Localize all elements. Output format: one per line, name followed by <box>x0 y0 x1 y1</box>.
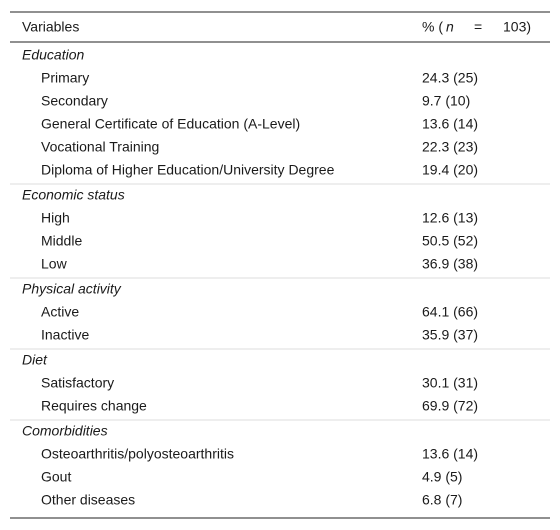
row-value: 13.6 (14) <box>422 446 478 462</box>
row-value: 50.5 (52) <box>422 233 478 249</box>
row-label: Osteoarthritis/polyosteoarthritis <box>41 446 234 462</box>
section-title: Education <box>22 47 84 63</box>
row-label: Middle <box>41 233 82 249</box>
row-value: 12.6 (13) <box>422 210 478 226</box>
row-label: Active <box>41 304 79 320</box>
row-value: 22.3 (23) <box>422 139 478 155</box>
row-value: 69.9 (72) <box>422 398 478 414</box>
row-value: 36.9 (38) <box>422 256 478 272</box>
row-value: 24.3 (25) <box>422 70 478 86</box>
row-label: Vocational Training <box>41 139 159 155</box>
section-title: Comorbidities <box>22 423 108 439</box>
row-value: 6.8 (7) <box>422 492 462 508</box>
row-label: Low <box>41 256 68 272</box>
row-value: 13.6 (14) <box>422 116 478 132</box>
row-label: Other diseases <box>41 492 135 508</box>
row-label: Requires change <box>41 398 147 414</box>
row-value: 64.1 (66) <box>422 304 478 320</box>
section-title: Economic status <box>22 187 125 203</box>
row-label: Secondary <box>41 93 108 109</box>
section-title: Diet <box>22 352 48 368</box>
row-label: Satisfactory <box>41 375 114 391</box>
row-label: High <box>41 210 70 226</box>
row-value: 19.4 (20) <box>422 162 478 178</box>
row-label: Diploma of Higher Education/University D… <box>41 162 335 178</box>
header-total: 103) <box>503 19 531 35</box>
header-variables: Variables <box>22 19 79 35</box>
row-label: Primary <box>41 70 89 86</box>
row-value: 9.7 (10) <box>422 93 470 109</box>
row-label: Inactive <box>41 327 89 343</box>
row-value: 4.9 (5) <box>422 469 462 485</box>
section-title: Physical activity <box>22 281 122 297</box>
row-label: General Certificate of Education (A-Leve… <box>41 116 300 132</box>
row-value: 30.1 (31) <box>422 375 478 391</box>
row-value: 35.9 (37) <box>422 327 478 343</box>
header-n: n <box>446 19 454 35</box>
header-percent: % ( <box>422 19 443 35</box>
header-eq: = <box>474 19 482 35</box>
row-label: Gout <box>41 469 71 485</box>
